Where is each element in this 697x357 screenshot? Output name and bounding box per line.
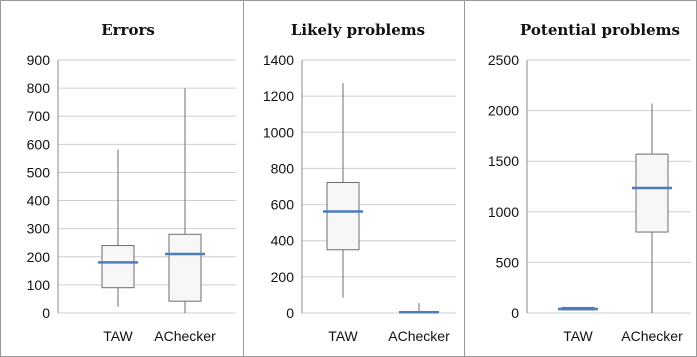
y-tick-label: 2500	[488, 52, 519, 68]
x-category-label: TAW	[103, 328, 133, 344]
y-tick-label: 1400	[263, 52, 294, 68]
y-tick-label: 500	[27, 164, 51, 180]
y-tick-label: 0	[511, 305, 519, 321]
box-achecker	[632, 103, 672, 313]
chart-title: Potential problems	[520, 21, 680, 39]
chart-title: Errors	[101, 21, 155, 39]
iqr-box	[101, 245, 135, 289]
y-tick-label: 600	[27, 136, 51, 152]
box-taw	[98, 149, 138, 307]
y-tick-label: 0	[286, 305, 294, 321]
y-tick-label: 400	[27, 193, 51, 209]
iqr-box	[326, 182, 360, 251]
iqr-box	[168, 233, 202, 302]
x-category-label: TAW	[563, 328, 593, 344]
y-tick-label: 2000	[488, 103, 519, 119]
box-achecker	[165, 88, 205, 313]
chart-title: Likely problems	[291, 21, 425, 39]
y-tick-label: 400	[271, 233, 295, 249]
y-tick-label: 0	[42, 305, 50, 321]
y-tick-label: 800	[27, 80, 51, 96]
y-tick-label: 900	[27, 52, 51, 68]
y-tick-label: 600	[271, 197, 295, 213]
x-category-label: AChecker	[621, 328, 683, 344]
box-taw	[323, 83, 363, 298]
y-tick-label: 800	[271, 160, 295, 176]
y-tick-label: 1200	[263, 88, 294, 104]
y-tick-label: 1500	[488, 153, 519, 169]
chart-panel-3: Potential problems 0 500 1000 1500 2000 2500 TA…	[464, 0, 691, 357]
y-tick-label: 500	[496, 254, 520, 270]
y-tick-label: 700	[27, 108, 51, 124]
chart-panel-2: Likely problems 0 200 400 600 800 1000 1200 1400…	[243, 0, 456, 357]
box-achecker	[399, 303, 439, 314]
y-tick-label: 200	[27, 249, 51, 265]
chart-panel-1: Errors 0 100 200 300 400 500 600 700 800 900 TAW ACh…	[27, 21, 236, 344]
y-tick-label: 300	[27, 221, 51, 237]
y-tick-label: 100	[27, 277, 51, 293]
x-category-label: TAW	[328, 328, 358, 344]
y-tick-label: 1000	[488, 204, 519, 220]
y-tick-label: 1000	[263, 124, 294, 140]
x-category-label: AChecker	[388, 328, 450, 344]
box-taw	[558, 306, 598, 311]
iqr-box	[635, 153, 669, 233]
x-category-label: AChecker	[154, 328, 216, 344]
y-tick-label: 200	[271, 269, 295, 285]
